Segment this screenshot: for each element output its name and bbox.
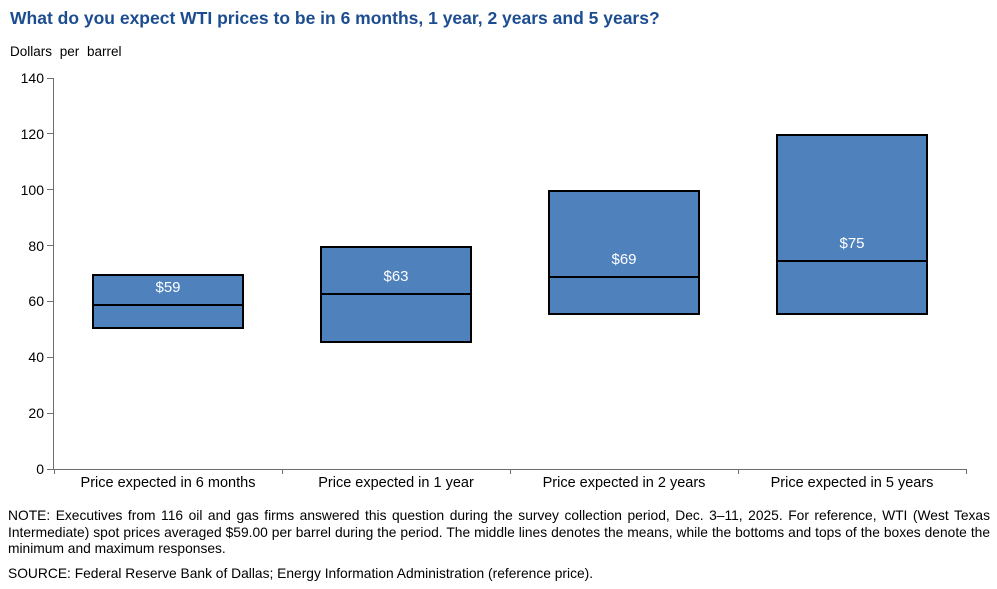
y-axis-tick-label: 120 — [20, 125, 44, 142]
category-label: Price expected in 2 years — [542, 475, 706, 491]
mean-line — [94, 304, 242, 307]
x-axis-tick — [965, 469, 967, 474]
y-axis-tick — [47, 468, 53, 470]
bar-value-label: $59 — [155, 279, 181, 297]
category-label: Price expected in 5 years — [770, 475, 934, 491]
minmax-box — [320, 245, 472, 344]
y-axis-tick-label: 20 — [28, 405, 44, 422]
y-axis-tick-label: 0 — [36, 461, 44, 477]
note-text: NOTE: Executives from 116 oil and gas fi… — [8, 508, 990, 556]
y-axis-tick — [47, 133, 53, 135]
category-label: Price expected in 6 months — [80, 475, 256, 491]
mean-line — [550, 276, 698, 279]
y-axis-unit-label: Dollars per barrel — [10, 44, 122, 59]
y-axis-tick-label: 40 — [28, 349, 44, 366]
y-axis-tick-label: 100 — [20, 181, 44, 198]
minmax-box — [548, 189, 700, 316]
y-axis-tick-label: 80 — [28, 237, 44, 254]
bar-value-label: $69 — [611, 251, 637, 269]
x-axis-tick — [53, 469, 55, 474]
category-label: Price expected in 1 year — [318, 475, 474, 491]
y-axis-tick — [47, 245, 53, 247]
mean-line — [322, 293, 470, 296]
y-axis-tick — [47, 189, 53, 191]
bar-value-label: $75 — [839, 234, 865, 252]
y-axis-tick — [47, 77, 53, 79]
minmax-box — [776, 133, 928, 316]
y-axis-tick-label: 140 — [20, 70, 44, 86]
x-axis-tick — [509, 469, 511, 474]
minmax-box — [92, 273, 244, 330]
x-axis-tick — [281, 469, 283, 474]
bar-value-label: $63 — [383, 268, 409, 286]
y-axis-line — [53, 78, 54, 470]
source-text: SOURCE: Federal Reserve Bank of Dallas; … — [8, 566, 594, 581]
x-axis-tick — [737, 469, 739, 474]
y-axis-tick — [47, 300, 53, 302]
y-axis-tick — [47, 412, 53, 414]
mean-line — [778, 259, 926, 262]
y-axis-tick — [47, 356, 53, 358]
chart-title: What do you expect WTI prices to be in 6… — [10, 8, 660, 28]
y-axis-tick-label: 60 — [28, 293, 44, 310]
plot-area: 0 20 40 60 80 100 120 140 Price expected in 6 mo… — [20, 70, 967, 491]
